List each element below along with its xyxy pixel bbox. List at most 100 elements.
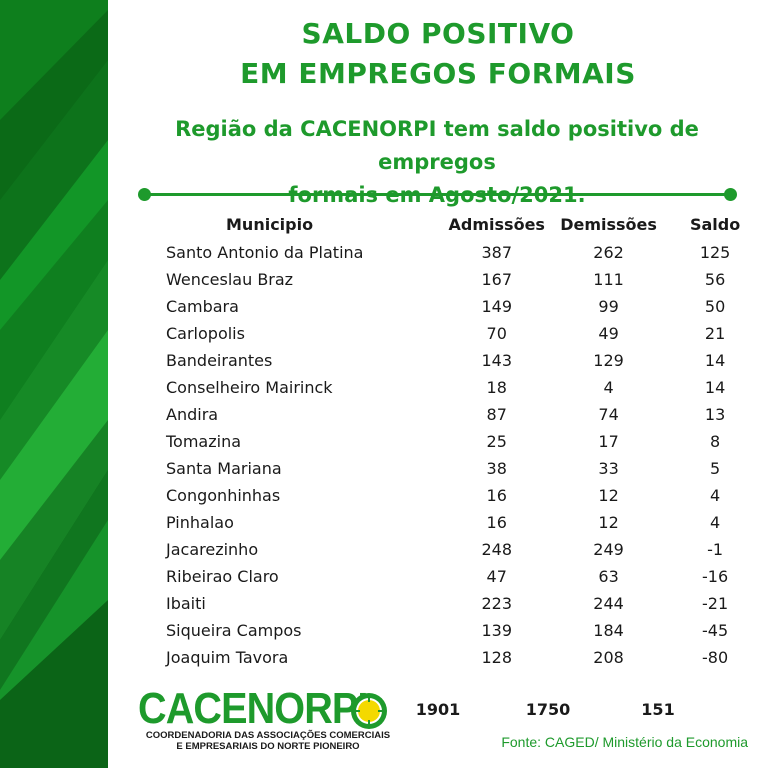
- cell-demissoes: 99: [598, 297, 619, 316]
- cell-demissoes: 184: [593, 621, 624, 640]
- title-line-1: SALDO POSITIVO: [301, 17, 575, 50]
- cell-admissoes: 18: [486, 378, 507, 397]
- cell-saldo: 8: [709, 432, 721, 451]
- cell-municipio: Ribeirao Claro: [166, 567, 279, 586]
- table-row: Pinhalao 16 12 4: [160, 509, 768, 536]
- cell-demissoes: 17: [598, 432, 619, 451]
- cell-saldo: 50: [704, 297, 726, 316]
- cacenorpi-logo: CACENORPI COORDENADORIA DAS ASSOCIAÇÕES …: [138, 686, 398, 756]
- cell-admissoes: 149: [481, 297, 512, 316]
- total-admissoes: 1901: [415, 700, 461, 719]
- cell-demissoes: 33: [598, 459, 619, 478]
- divider-dot-right: [724, 188, 737, 201]
- table-row: Tomazina 25 17 8: [160, 428, 768, 455]
- cell-saldo: -45: [702, 621, 729, 640]
- cell-admissoes: 143: [481, 351, 512, 370]
- header-demissoes: Demissões: [560, 214, 657, 234]
- table-row: Siqueira Campos 139 184 -45: [160, 617, 768, 644]
- cell-admissoes: 223: [481, 594, 512, 613]
- subtitle-line-1: Região da CACENORPI tem saldo positivo d…: [175, 117, 699, 174]
- cell-saldo: 125: [699, 243, 731, 262]
- header-admissoes: Admissões: [448, 214, 545, 234]
- table-row: Conselheiro Mairinck 18 4 14: [160, 374, 768, 401]
- cell-admissoes: 248: [481, 540, 512, 559]
- cell-saldo: -16: [702, 567, 729, 586]
- decorative-green-stripe: [0, 0, 108, 768]
- cell-saldo: -80: [702, 648, 729, 667]
- cell-municipio: Joaquim Tavora: [166, 648, 289, 667]
- logo-subtitle: COORDENADORIA DAS ASSOCIAÇÕES COMERCIAIS…: [138, 730, 398, 752]
- table-row: Santo Antonio da Platina 387 262 125: [160, 239, 768, 266]
- cell-demissoes: 4: [603, 378, 614, 397]
- sun-icon: [351, 693, 387, 729]
- cell-municipio: Jacarezinho: [166, 540, 259, 559]
- table-row: Cambara 149 99 50: [160, 293, 768, 320]
- table-row: Andira 87 74 13: [160, 401, 768, 428]
- cell-saldo: 4: [709, 513, 721, 532]
- divider-line: [143, 193, 731, 196]
- cell-admissoes: 16: [486, 486, 507, 505]
- cell-demissoes: 12: [598, 513, 619, 532]
- cell-admissoes: 128: [481, 648, 512, 667]
- logo-subtitle-line-2: E EMPRESARIAIS DO NORTE PIONEIRO: [176, 741, 360, 752]
- cell-admissoes: 139: [481, 621, 512, 640]
- header-saldo: Saldo: [689, 214, 741, 234]
- table-row: Santa Mariana 38 33 5: [160, 455, 768, 482]
- cell-saldo: -1: [707, 540, 724, 559]
- logo-subtitle-line-1: COORDENADORIA DAS ASSOCIAÇÕES COMERCIAIS: [145, 730, 391, 741]
- cell-saldo: -21: [702, 594, 729, 613]
- title-line-2: EM EMPREGOS FORMAIS: [240, 57, 636, 90]
- cell-municipio: Carlopolis: [166, 324, 245, 343]
- cell-municipio: Conselheiro Mairinck: [166, 378, 333, 397]
- cell-saldo: 13: [704, 405, 726, 424]
- cell-demissoes: 49: [598, 324, 619, 343]
- cell-saldo: 5: [709, 459, 721, 478]
- diagonal-pattern: [0, 0, 108, 768]
- cell-demissoes: 111: [593, 270, 624, 289]
- header-municipio: Municipio: [226, 214, 314, 234]
- table-row: Carlopolis 70 49 21: [160, 320, 768, 347]
- table-row: Joaquim Tavora 128 208 -80: [160, 644, 768, 671]
- cell-saldo: 56: [704, 270, 726, 289]
- cell-admissoes: 25: [486, 432, 507, 451]
- cell-saldo: 21: [704, 324, 726, 343]
- cell-municipio: Andira: [166, 405, 219, 424]
- title-block: SALDO POSITIVO EM EMPREGOS FORMAIS: [108, 14, 768, 94]
- table-row: Ibaiti 223 244 -21: [160, 590, 768, 617]
- cell-saldo: 14: [704, 378, 726, 397]
- cell-admissoes: 167: [481, 270, 512, 289]
- cell-municipio: Congonhinhas: [166, 486, 281, 505]
- cell-municipio: Tomazina: [166, 432, 242, 451]
- cell-municipio: Santo Antonio da Platina: [166, 243, 364, 262]
- cell-admissoes: 47: [486, 567, 507, 586]
- cell-admissoes: 70: [486, 324, 507, 343]
- cell-municipio: Santa Mariana: [166, 459, 282, 478]
- employment-table: Municipio Admissões Demissões Saldo Sant…: [160, 209, 768, 671]
- cell-admissoes: 38: [486, 459, 507, 478]
- cell-municipio: Siqueira Campos: [166, 621, 302, 640]
- total-saldo: 151: [641, 700, 675, 719]
- subtitle-block: Região da CACENORPI tem saldo positivo d…: [120, 113, 754, 212]
- cell-demissoes: 262: [593, 243, 624, 262]
- cell-demissoes: 244: [593, 594, 624, 613]
- source-note: Fonte: CAGED/ Ministério da Economia: [501, 734, 748, 750]
- cell-admissoes: 387: [481, 243, 512, 262]
- cell-municipio: Cambara: [166, 297, 239, 316]
- table-row: Jacarezinho 248 249 -1: [160, 536, 768, 563]
- cell-demissoes: 12: [598, 486, 619, 505]
- table-row: Bandeirantes 143 129 14: [160, 347, 768, 374]
- logo-name: CACENORPI: [138, 684, 368, 733]
- cell-municipio: Pinhalao: [166, 513, 234, 532]
- cell-demissoes: 63: [598, 567, 619, 586]
- cell-demissoes: 249: [593, 540, 624, 559]
- cell-saldo: 4: [709, 486, 721, 505]
- cell-admissoes: 16: [486, 513, 507, 532]
- table-row: Wenceslau Braz 167 111 56: [160, 266, 768, 293]
- cell-municipio: Wenceslau Braz: [166, 270, 294, 289]
- cell-demissoes: 74: [598, 405, 619, 424]
- table-row: Ribeirao Claro 47 63 -16: [160, 563, 768, 590]
- cell-municipio: Ibaiti: [166, 594, 206, 613]
- cell-saldo: 14: [704, 351, 726, 370]
- table-header-row: Municipio Admissões Demissões Saldo: [160, 209, 768, 239]
- total-demissoes: 1750: [525, 700, 571, 719]
